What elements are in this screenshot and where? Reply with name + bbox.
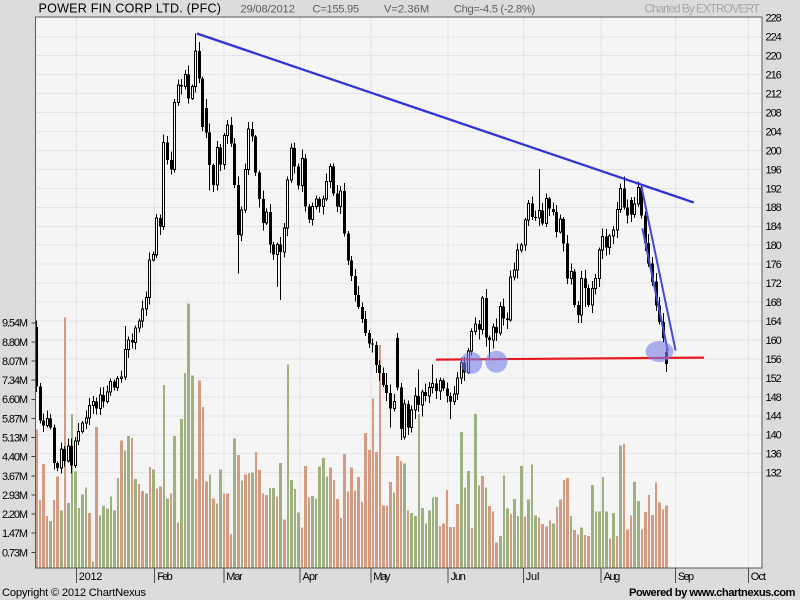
svg-text:POWER FIN CORP LTD. (PFC): POWER FIN CORP LTD. (PFC) (39, 2, 222, 16)
svg-text:200: 200 (766, 145, 782, 157)
svg-text:164: 164 (766, 316, 782, 328)
svg-text:Sep: Sep (678, 571, 694, 583)
svg-text:Feb: Feb (157, 571, 173, 583)
svg-text:8.80M: 8.80M (2, 337, 28, 349)
svg-text:204: 204 (766, 126, 782, 138)
svg-text:216: 216 (766, 70, 782, 82)
svg-text:144: 144 (766, 411, 782, 423)
svg-text:196: 196 (766, 164, 782, 176)
svg-text:Aug: Aug (604, 571, 621, 583)
svg-text:V=2.36M: V=2.36M (384, 4, 429, 16)
svg-text:0.73M: 0.73M (2, 547, 28, 559)
svg-text:Jul: Jul (526, 571, 540, 583)
svg-text:208: 208 (766, 108, 782, 120)
svg-text:Chg=-4.5 (-2.8%): Chg=-4.5 (-2.8%) (454, 4, 536, 16)
svg-text:132: 132 (766, 468, 782, 480)
svg-text:180: 180 (766, 240, 782, 252)
svg-text:Powered by www.chartnexus.com: Powered by www.chartnexus.com (629, 587, 796, 599)
svg-text:C=155.95: C=155.95 (312, 4, 359, 16)
svg-text:136: 136 (766, 449, 782, 461)
svg-text:4.40M: 4.40M (2, 452, 28, 464)
svg-text:Copyright © 2012 ChartNexus: Copyright © 2012 ChartNexus (2, 587, 146, 599)
svg-text:148: 148 (766, 392, 782, 404)
svg-text:140: 140 (766, 430, 782, 442)
svg-text:Mar: Mar (226, 571, 243, 583)
svg-text:5.87M: 5.87M (2, 413, 28, 425)
svg-text:228: 228 (766, 13, 782, 25)
svg-text:29/08/2012: 29/08/2012 (240, 4, 294, 16)
svg-text:168: 168 (766, 297, 782, 309)
svg-text:Jun: Jun (451, 571, 466, 583)
svg-text:May: May (373, 571, 391, 583)
svg-text:2.20M: 2.20M (2, 509, 28, 521)
svg-text:188: 188 (766, 202, 782, 214)
svg-text:156: 156 (766, 354, 782, 366)
svg-text:Oct: Oct (751, 571, 766, 583)
svg-text:6.60M: 6.60M (2, 394, 28, 406)
svg-text:1.47M: 1.47M (2, 528, 28, 540)
svg-text:8.07M: 8.07M (2, 356, 28, 368)
svg-text:160: 160 (766, 335, 782, 347)
svg-text:2.93M: 2.93M (2, 490, 28, 502)
svg-text:224: 224 (766, 32, 782, 44)
svg-text:7.34M: 7.34M (2, 375, 28, 387)
svg-text:152: 152 (766, 373, 782, 385)
svg-text:2012: 2012 (79, 571, 103, 583)
svg-text:Apr: Apr (303, 571, 319, 583)
svg-text:Charted By EXTROVERT: Charted By EXTROVERT (645, 2, 761, 16)
svg-text:212: 212 (766, 89, 782, 101)
svg-text:184: 184 (766, 221, 782, 233)
svg-text:176: 176 (766, 259, 782, 271)
svg-text:220: 220 (766, 51, 782, 63)
svg-text:9.54M: 9.54M (2, 318, 28, 330)
svg-text:3.67M: 3.67M (2, 471, 28, 483)
svg-text:192: 192 (766, 183, 782, 195)
svg-text:172: 172 (766, 278, 782, 290)
svg-text:5.13M: 5.13M (2, 433, 28, 445)
